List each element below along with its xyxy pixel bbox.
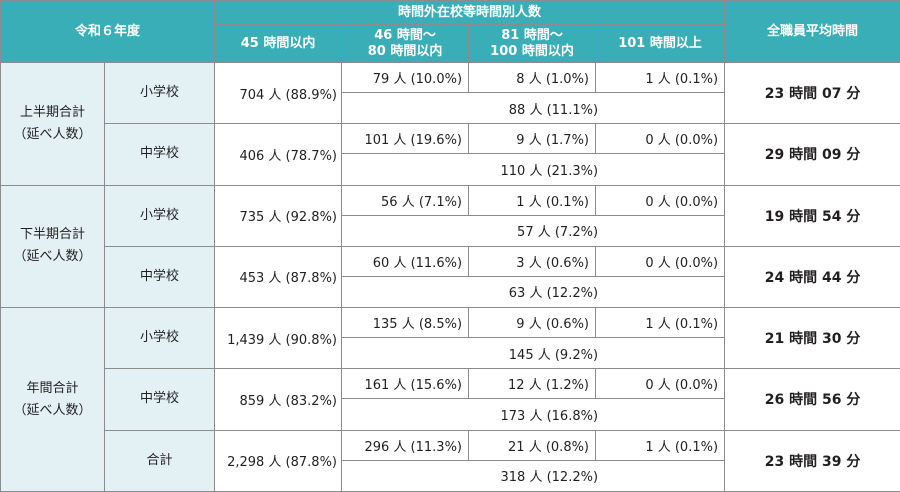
cell-average-time: 23 時間 39 分 xyxy=(724,429,900,492)
table-row: 上半期合計 （延べ人数） 小学校 704 人 (88.9%) 79 人 (10.0%) 8… xyxy=(0,61,900,186)
cell-81-100: 21 人 (0.8%) xyxy=(468,429,597,461)
table-row: 年間合計 （延べ人数） 小学校 1,439 人 (90.8%) 135 人 (8.5%)… xyxy=(0,307,900,492)
school-type: 小学校 xyxy=(103,184,216,247)
school-type: 中学校 xyxy=(103,245,216,309)
table-row: 110 人 (21.3%) xyxy=(1,153,900,186)
table-body: 上半期合計 （延べ人数） 小学校 704 人 (88.9%) 79 人 (10.0%) 8… xyxy=(0,61,900,492)
cell-81-100: 9 人 (0.6%) xyxy=(468,307,597,339)
header-within-45: 45 時間以内 xyxy=(214,24,343,63)
period-label-line1: 下半期合計 xyxy=(19,227,85,243)
cell-within-45: 704 人 (88.9%) xyxy=(214,61,343,125)
school-type: 小学校 xyxy=(103,307,216,370)
table-row: 173 人 (16.8%) xyxy=(1,398,900,431)
header-81-100-line1: 81 時間〜 xyxy=(501,27,563,43)
cell-81-100: 3 人 (0.6%) xyxy=(468,245,597,277)
cell-average-time: 21 時間 30 分 xyxy=(724,307,900,370)
cell-average-time: 29 時間 09 分 xyxy=(724,123,900,186)
cell-within-45: 406 人 (78.7%) xyxy=(214,123,343,186)
table-row: 63 人 (12.2%) xyxy=(1,275,900,309)
cell-101-over: 1 人 (0.1%) xyxy=(595,429,726,461)
cell-over-45-total: 63 人 (12.2%) xyxy=(341,275,726,309)
cell-81-100: 9 人 (1.7%) xyxy=(468,123,597,155)
period-label-line1: 上半期合計 xyxy=(19,104,85,120)
table-row: 88 人 (11.1%) xyxy=(1,92,900,125)
header-average-time: 全職員平均時間 xyxy=(724,0,900,63)
cell-over-45-total: 318 人 (12.2%) xyxy=(341,459,726,492)
cell-within-45: 2,298 人 (87.8%) xyxy=(214,429,343,492)
table-row: 中学校 453 人 (87.8%) 60 人 (11.6%) 3 人 (0.6%) 0 … xyxy=(1,245,900,309)
period-label-line2: （延べ人数） xyxy=(13,249,92,265)
period-label-line2: （延べ人数） xyxy=(13,126,92,142)
table-row: 中学校 859 人 (83.2%) 161 人 (15.6%) 12 人 (1.2%)… xyxy=(1,368,900,431)
cell-101-over: 1 人 (0.1%) xyxy=(595,307,726,339)
table-row: 下半期合計 （延べ人数） 小学校 735 人 (92.8%) 56 人 (7.1%) 1 … xyxy=(0,184,900,309)
school-type: 中学校 xyxy=(103,368,216,431)
header-fiscal-year: 令和６年度 xyxy=(0,0,216,63)
period-label-line1: 年間合計 xyxy=(26,380,79,396)
cell-average-time: 19 時間 54 分 xyxy=(724,184,900,247)
cell-81-100: 8 人 (1.0%) xyxy=(468,61,597,94)
cell-101-over: 0 人 (0.0%) xyxy=(595,184,726,216)
period-label: 年間合計 （延べ人数） xyxy=(0,307,105,492)
cell-over-45-total: 173 人 (16.8%) xyxy=(341,398,726,431)
cell-81-100: 12 人 (1.2%) xyxy=(468,368,597,400)
cell-46-80: 60 人 (11.6%) xyxy=(341,245,470,277)
header-101-over: 101 時間以上 xyxy=(595,24,726,63)
table-row: 318 人 (12.2%) xyxy=(1,459,900,492)
cell-over-45-total: 88 人 (11.1%) xyxy=(341,92,726,125)
cell-over-45-total: 145 人 (9.2%) xyxy=(341,337,726,370)
header-81-100: 81 時間〜 100 時間以内 xyxy=(468,24,597,63)
cell-46-80: 79 人 (10.0%) xyxy=(341,61,470,94)
school-type: 合計 xyxy=(103,429,216,492)
cell-46-80: 101 人 (19.6%) xyxy=(341,123,470,155)
cell-average-time: 26 時間 56 分 xyxy=(724,368,900,431)
period-label-line2: （延べ人数） xyxy=(13,402,92,418)
cell-average-time: 24 時間 44 分 xyxy=(724,245,900,309)
cell-101-over: 0 人 (0.0%) xyxy=(595,245,726,277)
header-overtime-group: 時間外在校等時間別人数 xyxy=(214,0,726,25)
cell-within-45: 735 人 (92.8%) xyxy=(214,184,343,247)
school-type: 小学校 xyxy=(103,61,216,125)
cell-46-80: 296 人 (11.3%) xyxy=(341,429,470,461)
cell-81-100: 1 人 (0.1%) xyxy=(468,184,597,216)
table-row: 145 人 (9.2%) xyxy=(1,337,900,370)
school-type: 中学校 xyxy=(103,123,216,186)
period-label: 上半期合計 （延べ人数） xyxy=(0,62,105,186)
cell-46-80: 161 人 (15.6%) xyxy=(341,368,470,400)
header-46-80-line2: 80 時間以内 xyxy=(367,43,443,59)
cell-46-80: 135 人 (8.5%) xyxy=(341,307,470,339)
cell-within-45: 453 人 (87.8%) xyxy=(214,245,343,309)
header-46-80-line1: 46 時間〜 xyxy=(374,27,436,43)
cell-average-time: 23 時間 07 分 xyxy=(724,61,900,125)
cell-within-45: 1,439 人 (90.8%) xyxy=(214,307,343,370)
cell-101-over: 1 人 (0.1%) xyxy=(595,61,726,94)
period-label: 下半期合計 （延べ人数） xyxy=(0,184,105,309)
header-46-80: 46 時間〜 80 時間以内 xyxy=(341,24,470,63)
header-81-100-line2: 100 時間以内 xyxy=(490,43,574,59)
cell-46-80: 56 人 (7.1%) xyxy=(341,184,470,216)
cell-within-45: 859 人 (83.2%) xyxy=(214,368,343,431)
table-row: 中学校 406 人 (78.7%) 101 人 (19.6%) 9 人 (1.7%) 0… xyxy=(1,123,900,186)
cell-101-over: 0 人 (0.0%) xyxy=(595,123,726,155)
cell-over-45-total: 110 人 (21.3%) xyxy=(341,153,726,186)
table-row: 合計 2,298 人 (87.8%) 296 人 (11.3%) 21 人 (0.8%… xyxy=(1,429,900,492)
cell-101-over: 0 人 (0.0%) xyxy=(595,368,726,400)
cell-over-45-total: 57 人 (7.2%) xyxy=(341,214,726,247)
table-row: 57 人 (7.2%) xyxy=(1,214,900,247)
